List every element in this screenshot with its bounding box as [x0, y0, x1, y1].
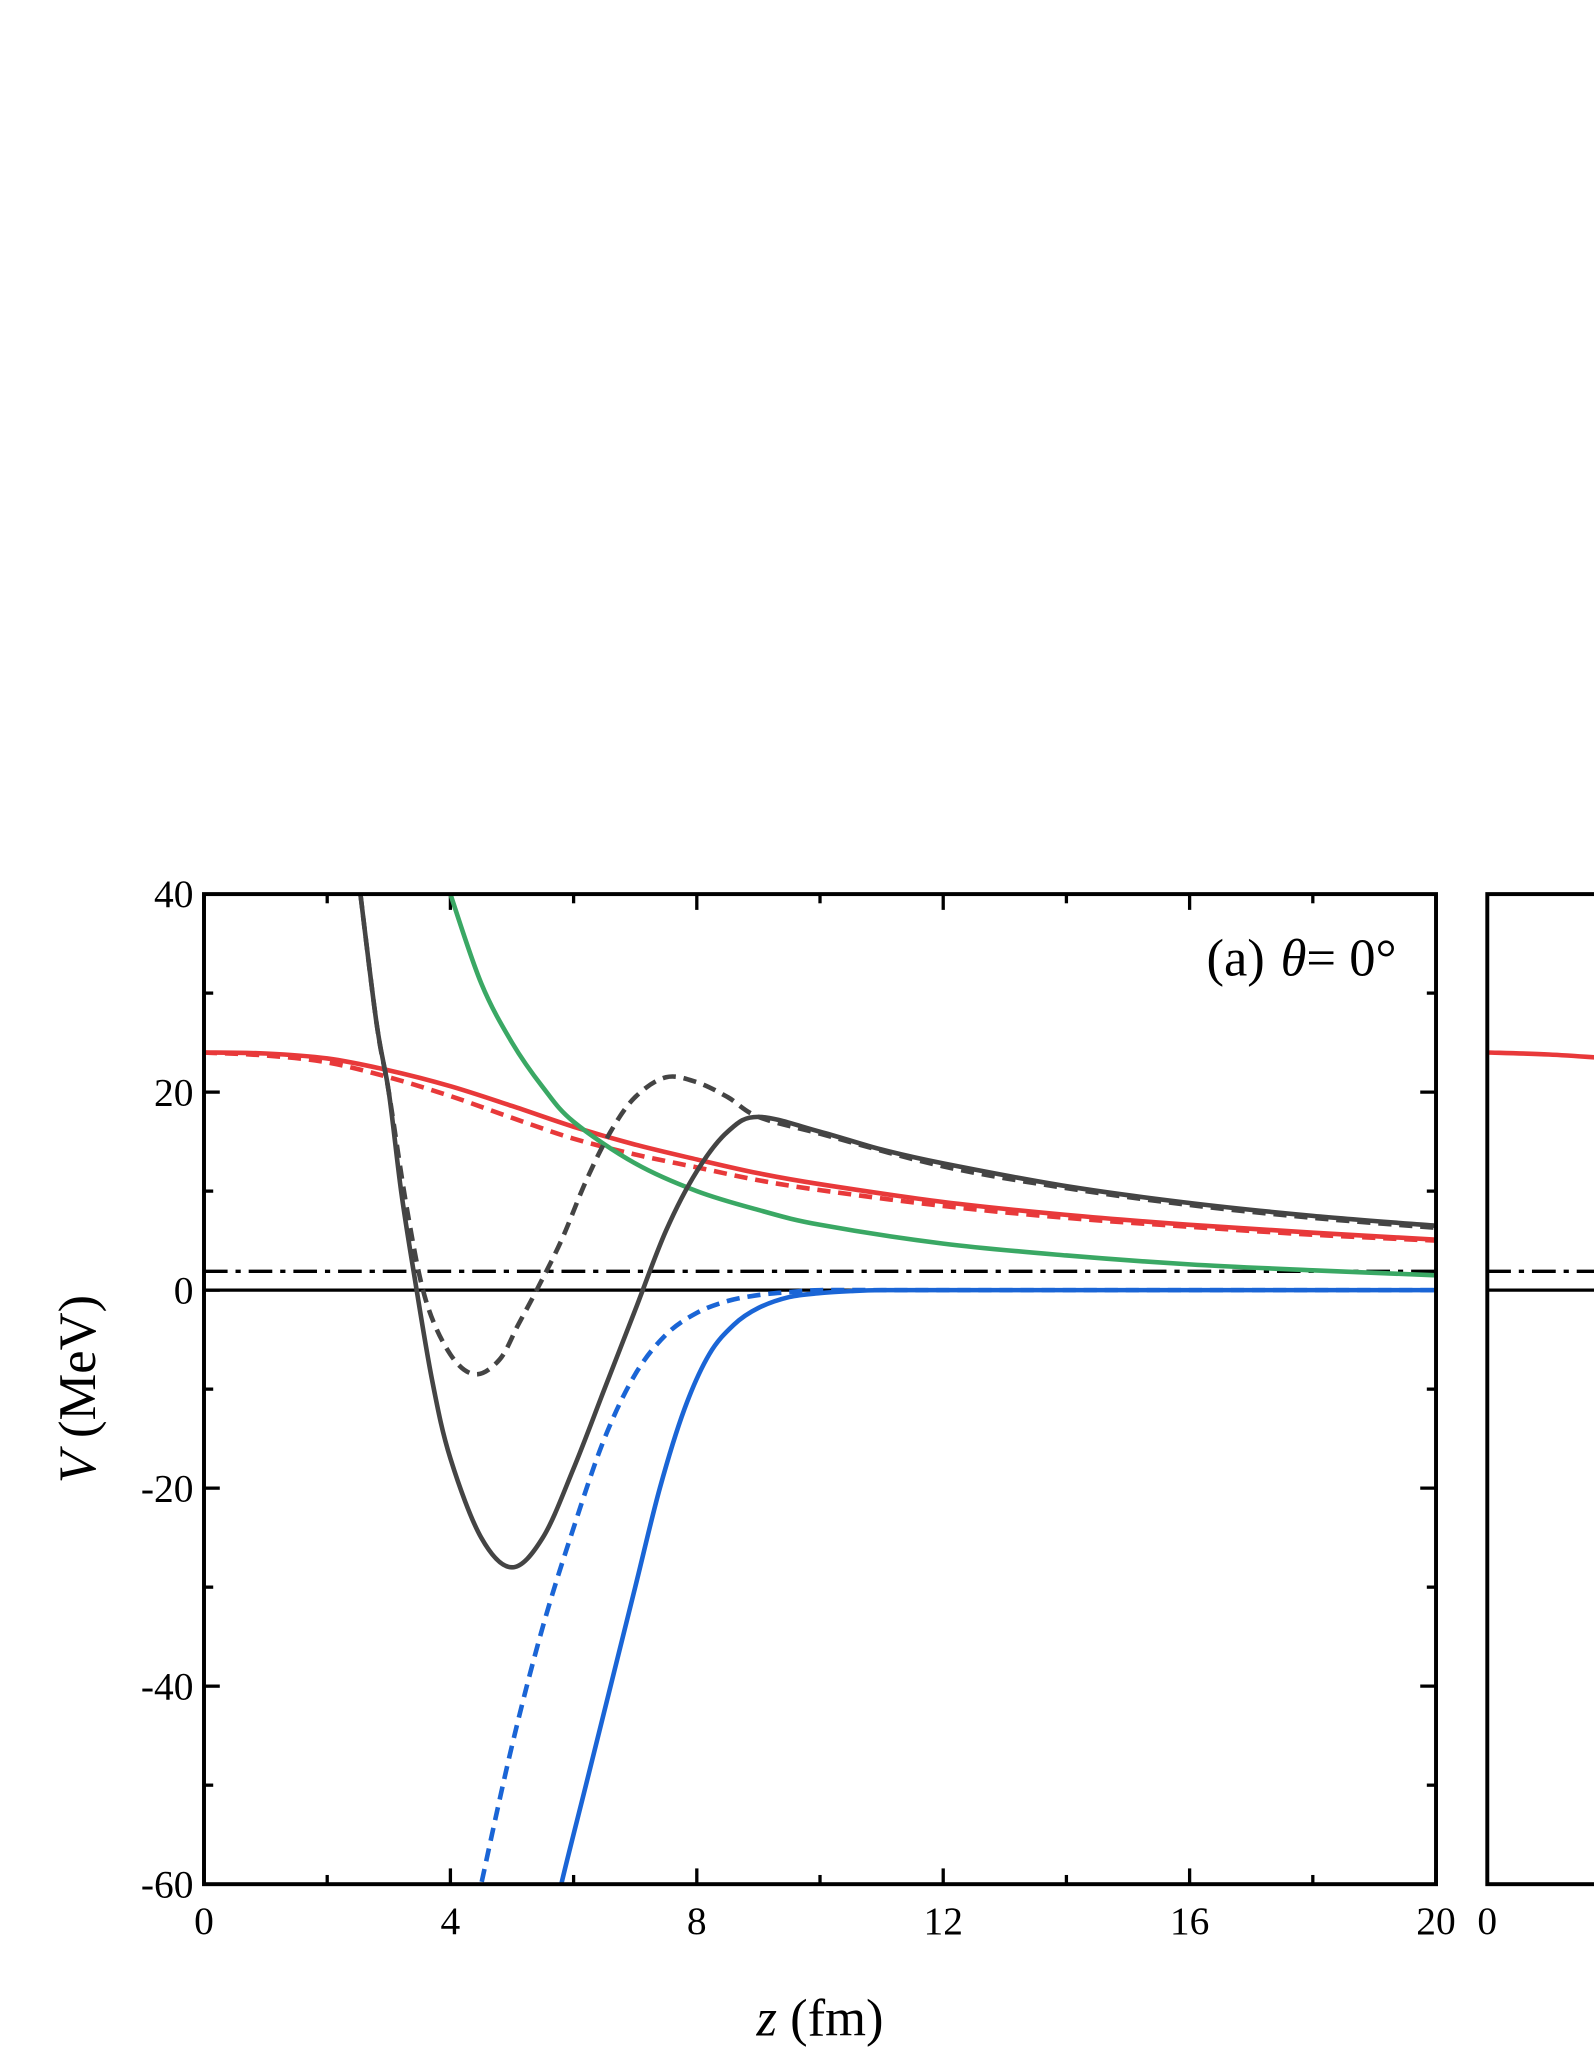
y-tick-label: -60	[141, 1862, 194, 1906]
x-axis-label: z (fm)	[755, 1989, 883, 2047]
y-tick-label: 40	[154, 872, 193, 916]
y-axis-label: V (MeV)	[49, 1295, 107, 1483]
series-group	[204, 894, 1437, 1885]
series-line	[358, 894, 1437, 1377]
x-tick-label: 20	[1416, 1899, 1455, 1943]
y-tick-label: -20	[141, 1466, 194, 1510]
series-line	[204, 1050, 1437, 1243]
y-tick-label: -40	[141, 1664, 194, 1708]
plot-frame	[202, 892, 1438, 1887]
annotation-part: = 0°	[1306, 930, 1396, 988]
series-line	[358, 894, 1437, 1570]
series-line	[478, 1287, 1437, 1885]
series-group	[1487, 1050, 1594, 1292]
x-tick-label: 12	[923, 1899, 962, 1943]
panel: 0 4 8 12 16 20 -60 -40 -20 0 20 40 (a) θ= 0° z (fm) V (Me…	[49, 872, 1456, 2047]
x-tick-label: 8	[687, 1899, 707, 1943]
x-axis-label-part: z	[755, 1989, 776, 2047]
y-axis-label-part: V	[49, 1445, 107, 1483]
annotation-part: (a)	[1206, 930, 1264, 988]
series-line	[204, 1050, 1437, 1242]
annotation: (a) θ= 0°	[1206, 930, 1396, 988]
panel: 0	[1477, 892, 1594, 1943]
y-axis-label-part: (MeV)	[49, 1295, 107, 1438]
x-tick-label: 0	[194, 1899, 214, 1943]
x-axis-label-part: (fm)	[790, 1989, 883, 2047]
y-tick-label: 0	[174, 1268, 194, 1312]
series-line	[558, 1287, 1437, 1885]
annotation-part: θ	[1281, 930, 1307, 988]
y-tick-label: 20	[154, 1070, 193, 1114]
x-tick-label: 0	[1477, 1899, 1497, 1943]
series-line	[1487, 1050, 1594, 1060]
plot-frame	[1485, 892, 1594, 1887]
x-tick-label: 16	[1170, 1899, 1209, 1943]
series-line	[447, 894, 1437, 1278]
x-tick-label: 4	[441, 1899, 461, 1943]
